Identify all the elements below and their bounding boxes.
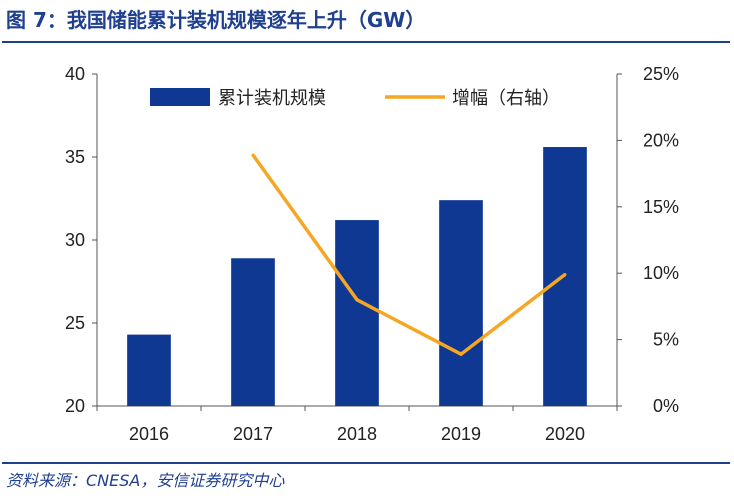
legend-swatch-bar <box>150 88 210 106</box>
bar-2017 <box>231 258 275 406</box>
left-axis-tick-label: 20 <box>65 396 85 416</box>
x-axis-tick-label: 2017 <box>233 424 273 444</box>
bar-2018 <box>335 220 379 406</box>
x-axis-tick-label: 2019 <box>441 424 481 444</box>
title-divider <box>2 41 730 43</box>
source-divider <box>2 462 730 464</box>
growth-point-2017 <box>251 153 255 157</box>
right-axis-tick-label: 0% <box>653 396 679 416</box>
bar-2019 <box>439 200 483 406</box>
chart-canvas: 20 25 30 35 40 0% 5% 10% 15% 20% 25% 2016 2017 2018 20… <box>65 64 679 444</box>
x-axis-tick-label: 2018 <box>337 424 377 444</box>
growth-line <box>251 153 567 357</box>
growth-point-2020 <box>563 273 567 277</box>
right-axis-tick-label: 20% <box>643 130 679 150</box>
legend-label-bar: 累计装机规模 <box>218 88 326 109</box>
growth-point-2018 <box>355 298 359 302</box>
right-axis-tick-label: 15% <box>643 197 679 217</box>
source-note: 资料来源：CNESA，安信证券研究中心 <box>6 471 285 490</box>
left-axis-tick-label: 35 <box>65 147 85 167</box>
figure-title: 图 7：我国储能累计装机规模逐年上升（GW） <box>6 8 426 32</box>
growth-point-2019 <box>459 352 463 356</box>
x-axis-tick-label: 2016 <box>129 424 169 444</box>
legend-label-line: 增幅（右轴） <box>452 88 560 109</box>
right-axis-tick-label: 5% <box>653 330 679 350</box>
left-axis-tick-label: 40 <box>65 64 85 84</box>
right-axis-tick-label: 25% <box>643 64 679 84</box>
left-axis-tick-label: 25 <box>65 313 85 333</box>
left-axis-tick-label: 30 <box>65 230 85 250</box>
bar-2016 <box>127 334 171 406</box>
x-axis-tick-label: 2020 <box>545 424 585 444</box>
right-axis-tick-label: 10% <box>643 263 679 283</box>
